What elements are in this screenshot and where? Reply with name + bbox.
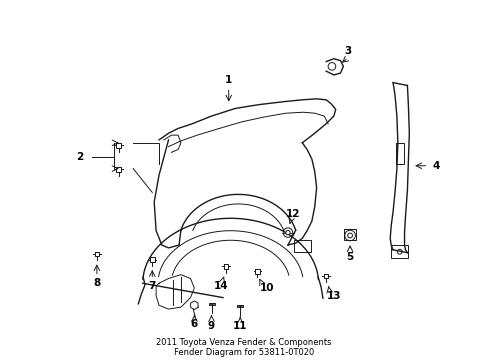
Bar	[390, 245, 407, 258]
Bar	[344, 229, 355, 240]
Text: 11: 11	[232, 321, 247, 331]
Text: 2011 Toyota Venza Fender & Components
Fender Diagram for 53811-0T020: 2011 Toyota Venza Fender & Components Fe…	[156, 338, 331, 357]
Text: 13: 13	[326, 291, 341, 301]
Text: 3: 3	[344, 46, 351, 56]
Text: 9: 9	[207, 321, 215, 331]
Bar	[293, 240, 310, 252]
Circle shape	[285, 230, 289, 235]
Text: 5: 5	[346, 252, 353, 262]
Text: 12: 12	[285, 208, 300, 219]
Text: 8: 8	[93, 278, 101, 288]
Bar	[395, 143, 403, 164]
Text: 2: 2	[76, 152, 83, 162]
Bar	[208, 303, 214, 305]
Text: 1: 1	[224, 75, 232, 85]
Circle shape	[347, 233, 352, 238]
Bar	[237, 305, 243, 307]
Text: 14: 14	[213, 281, 228, 291]
Text: 6: 6	[190, 319, 198, 329]
Text: 7: 7	[148, 281, 156, 291]
Text: 10: 10	[259, 283, 274, 293]
Text: 4: 4	[431, 161, 439, 171]
